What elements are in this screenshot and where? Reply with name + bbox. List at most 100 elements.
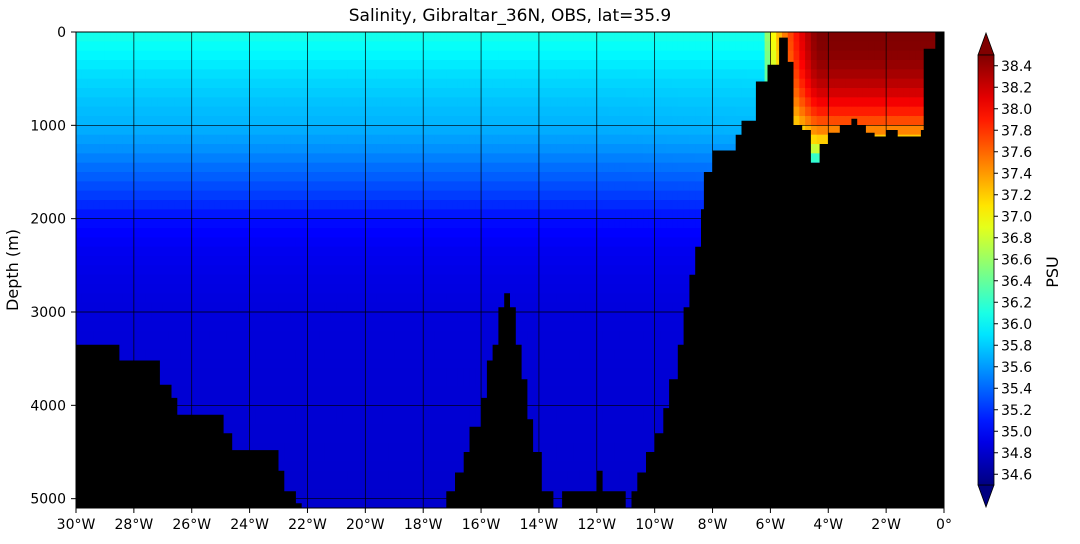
heatmap-cell [602, 190, 609, 201]
heatmap-cell [376, 424, 384, 434]
heatmap-cell [336, 452, 343, 462]
heatmap-cell [631, 396, 638, 406]
heatmap-cell [342, 50, 349, 61]
heatmap-cell [492, 50, 500, 61]
heatmap-cell [423, 452, 430, 462]
heatmap-cell [342, 452, 349, 462]
heatmap-cell [457, 60, 465, 70]
heatmap-cell [619, 32, 627, 42]
heatmap-cell [110, 190, 118, 201]
heatmap-cell [238, 144, 245, 154]
heatmap-cell [336, 228, 343, 238]
heatmap-cell [226, 312, 233, 322]
heatmap-cell [591, 414, 598, 425]
heatmap-cell [342, 274, 349, 285]
heatmap-cell [637, 60, 644, 70]
heatmap-cell [104, 200, 112, 210]
heatmap-cell [515, 330, 523, 341]
heatmap-cell [596, 209, 604, 220]
heatmap-cell [284, 237, 291, 248]
heatmap-cell [128, 209, 135, 220]
heatmap-cell [469, 144, 476, 154]
heatmap-cell [220, 144, 228, 154]
heatmap-cell [382, 78, 390, 89]
heatmap-cell [388, 405, 395, 416]
heatmap-cell [99, 41, 106, 52]
heatmap-cell [104, 228, 112, 238]
heatmap-cell [562, 172, 569, 182]
heatmap-cell [191, 162, 199, 173]
heatmap-cell [452, 368, 459, 378]
heatmap-cell [428, 88, 436, 98]
heatmap-cell [232, 340, 239, 350]
heatmap-cell [295, 50, 303, 61]
heatmap-cell [457, 377, 465, 388]
heatmap-cell [400, 200, 407, 210]
heatmap-cell [243, 190, 251, 201]
heatmap-cell [405, 200, 413, 210]
heatmap-cell [266, 349, 274, 360]
heatmap-cell [81, 97, 89, 108]
heatmap-cell [261, 181, 268, 192]
heatmap-cell [388, 69, 395, 80]
heatmap-cell [243, 50, 251, 61]
heatmap-cell [214, 330, 222, 341]
heatmap-cell [180, 200, 187, 210]
heatmap-cell [99, 321, 106, 332]
heatmap-cell [151, 265, 158, 276]
heatmap-cell [388, 237, 395, 248]
heatmap-cell [394, 368, 401, 378]
heatmap-cell [550, 405, 557, 416]
heatmap-cell [313, 228, 320, 238]
heatmap-cell [591, 377, 598, 388]
heatmap-cell [625, 172, 633, 182]
heatmap-cell [538, 480, 546, 490]
heatmap-cell [93, 302, 100, 313]
heatmap-cell [614, 480, 621, 490]
heatmap-cell [417, 153, 424, 164]
heatmap-cell [428, 302, 436, 313]
heatmap-cell [243, 218, 251, 229]
heatmap-cell [631, 228, 638, 238]
heatmap-cell [319, 498, 326, 508]
heatmap-cell [295, 209, 303, 220]
heatmap-cell [562, 153, 569, 164]
heatmap-cell [562, 433, 569, 444]
heatmap-cell [596, 41, 604, 52]
heatmap-cell [324, 153, 332, 164]
heatmap-cell [243, 256, 251, 266]
heatmap-cell [440, 265, 447, 276]
heatmap-cell [608, 106, 615, 117]
heatmap-cell [93, 256, 100, 266]
heatmap-cell [278, 209, 285, 220]
heatmap-cell [631, 386, 638, 397]
heatmap-cell [544, 134, 552, 145]
heatmap-cell [481, 330, 488, 341]
heatmap-cell [272, 97, 280, 108]
heatmap-cell [538, 228, 546, 238]
heatmap-cell [619, 312, 627, 322]
heatmap-cell [405, 330, 413, 341]
heatmap-cell [562, 274, 569, 285]
heatmap-cell [162, 209, 170, 220]
heatmap-cell [463, 302, 471, 313]
heatmap-cell [463, 106, 471, 117]
heatmap-cell [521, 274, 528, 285]
heatmap-cell [278, 200, 285, 210]
heatmap-cell [428, 97, 436, 108]
heatmap-cell [261, 162, 268, 173]
heatmap-cell [504, 209, 511, 220]
heatmap-cell [631, 414, 638, 425]
heatmap-cell [371, 414, 378, 425]
heatmap-cell [226, 181, 233, 192]
heatmap-cell [116, 97, 123, 108]
heatmap-cell [347, 228, 355, 238]
heatmap-cell [139, 349, 147, 360]
heatmap-cell [157, 134, 164, 145]
heatmap-cell [162, 41, 170, 52]
heatmap-cell [347, 88, 355, 98]
heatmap-cell [486, 125, 494, 136]
heatmap-cell [128, 330, 135, 341]
heatmap-cell [585, 116, 592, 126]
heatmap-cell [336, 32, 343, 42]
